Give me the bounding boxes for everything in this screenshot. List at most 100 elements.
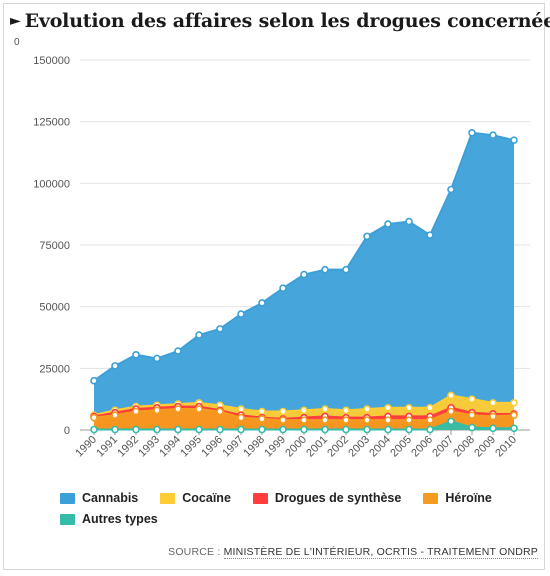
x-tick-label: 2006 bbox=[409, 434, 435, 460]
data-point bbox=[489, 424, 497, 433]
data-point bbox=[321, 265, 329, 274]
legend-item[interactable]: Autres types bbox=[60, 509, 158, 529]
legend-item[interactable]: Cannabis bbox=[60, 488, 138, 508]
data-point bbox=[195, 331, 203, 339]
legend-swatch bbox=[423, 492, 439, 504]
data-point bbox=[405, 416, 413, 424]
legend-label: Héroïne bbox=[445, 491, 492, 505]
data-point bbox=[426, 416, 434, 424]
data-point bbox=[300, 406, 308, 415]
data-point bbox=[111, 411, 119, 420]
data-point bbox=[237, 413, 245, 422]
x-tick-label: 2002 bbox=[325, 434, 351, 460]
legend-item[interactable]: Héroïne bbox=[423, 488, 492, 508]
x-tick-label: 1997 bbox=[220, 434, 246, 460]
legend-item[interactable]: Cocaïne bbox=[160, 488, 231, 508]
corner-zero-label: 0 bbox=[14, 37, 20, 48]
x-tick-label: 1994 bbox=[157, 434, 183, 460]
legend-item[interactable]: Drogues de synthèse bbox=[252, 488, 401, 508]
data-point bbox=[384, 403, 392, 412]
data-point bbox=[132, 425, 140, 434]
data-point bbox=[279, 416, 287, 424]
data-point bbox=[468, 423, 476, 432]
x-tick-label: 2003 bbox=[346, 434, 372, 460]
data-point bbox=[279, 425, 287, 434]
data-point bbox=[510, 399, 518, 407]
x-tick-label: 1993 bbox=[136, 434, 162, 460]
x-tick-label: 1998 bbox=[241, 434, 267, 460]
chart-title-text: Evolution des affaires selon les drogues… bbox=[24, 10, 550, 32]
data-point bbox=[258, 299, 266, 307]
data-point bbox=[363, 425, 371, 434]
chart-title: ► Evolution des affaires selon les drogue… bbox=[10, 10, 550, 32]
data-point bbox=[258, 407, 266, 416]
data-point bbox=[342, 406, 350, 415]
data-point bbox=[174, 405, 182, 413]
data-point bbox=[258, 415, 266, 423]
legend-swatch bbox=[160, 492, 176, 504]
x-tick-label: 2008 bbox=[451, 434, 477, 460]
y-tick-label: 50000 bbox=[39, 302, 70, 314]
data-point bbox=[426, 403, 434, 412]
data-point bbox=[216, 325, 224, 333]
x-tick-label: 2007 bbox=[430, 434, 456, 460]
x-tick-label: 1992 bbox=[115, 434, 141, 460]
data-point bbox=[174, 347, 182, 355]
data-point bbox=[384, 220, 392, 228]
data-point bbox=[153, 354, 161, 363]
data-point bbox=[405, 403, 413, 412]
data-point bbox=[363, 232, 371, 241]
data-point bbox=[237, 310, 245, 318]
chart-legend: Cannabis Cocaïne Drogues de synthèse Héroïn… bbox=[60, 488, 540, 530]
data-point bbox=[111, 425, 119, 434]
data-point bbox=[258, 425, 266, 434]
data-point bbox=[153, 425, 161, 434]
data-point bbox=[132, 407, 140, 416]
x-tick-label: 2000 bbox=[283, 434, 309, 460]
data-point bbox=[237, 425, 245, 434]
data-point bbox=[426, 231, 434, 239]
x-tick-label: 1991 bbox=[94, 434, 120, 460]
data-point bbox=[447, 391, 455, 400]
data-point bbox=[90, 413, 98, 422]
source-credit: SOURCE : MINISTÈRE DE L'INTÉRIEUR, OCRTI… bbox=[168, 546, 538, 559]
y-tick-label: 150000 bbox=[33, 55, 70, 67]
title-marker-icon: ► bbox=[10, 13, 21, 29]
data-point bbox=[489, 131, 497, 140]
data-point bbox=[426, 425, 434, 434]
source-link[interactable]: MINISTÈRE DE L'INTÉRIEUR, OCRTIS - TRAIT… bbox=[223, 546, 538, 559]
data-point bbox=[342, 416, 350, 424]
data-point bbox=[195, 405, 203, 413]
legend-label: Cannabis bbox=[82, 491, 139, 505]
y-tick-label: 100000 bbox=[33, 178, 70, 190]
data-point bbox=[489, 399, 497, 407]
legend-swatch bbox=[60, 513, 75, 525]
data-point bbox=[342, 425, 350, 434]
data-point bbox=[468, 411, 476, 420]
data-point bbox=[363, 405, 371, 413]
x-tick-label: 1996 bbox=[199, 434, 225, 460]
data-point bbox=[279, 284, 287, 292]
data-point bbox=[405, 217, 413, 226]
data-point bbox=[321, 405, 329, 413]
data-point bbox=[111, 362, 119, 370]
x-tick-label: 2005 bbox=[388, 434, 414, 460]
data-point bbox=[90, 425, 98, 434]
y-tick-label: 25000 bbox=[39, 363, 70, 375]
x-tick-label: 1999 bbox=[262, 434, 288, 460]
legend-swatch bbox=[252, 492, 268, 504]
data-point bbox=[510, 136, 518, 144]
data-point bbox=[384, 425, 392, 434]
y-tick-label: 75000 bbox=[39, 240, 70, 252]
data-point bbox=[216, 407, 224, 416]
data-point bbox=[447, 417, 455, 426]
data-point bbox=[447, 185, 455, 194]
data-point bbox=[384, 416, 392, 424]
data-point bbox=[489, 412, 497, 421]
data-point bbox=[447, 407, 455, 416]
area-chart: 0250005000075000100000125000150000199019… bbox=[33, 55, 530, 460]
legend-label: Autres types bbox=[82, 512, 158, 526]
data-point bbox=[405, 425, 413, 434]
data-point bbox=[468, 128, 476, 137]
data-point bbox=[237, 405, 245, 413]
